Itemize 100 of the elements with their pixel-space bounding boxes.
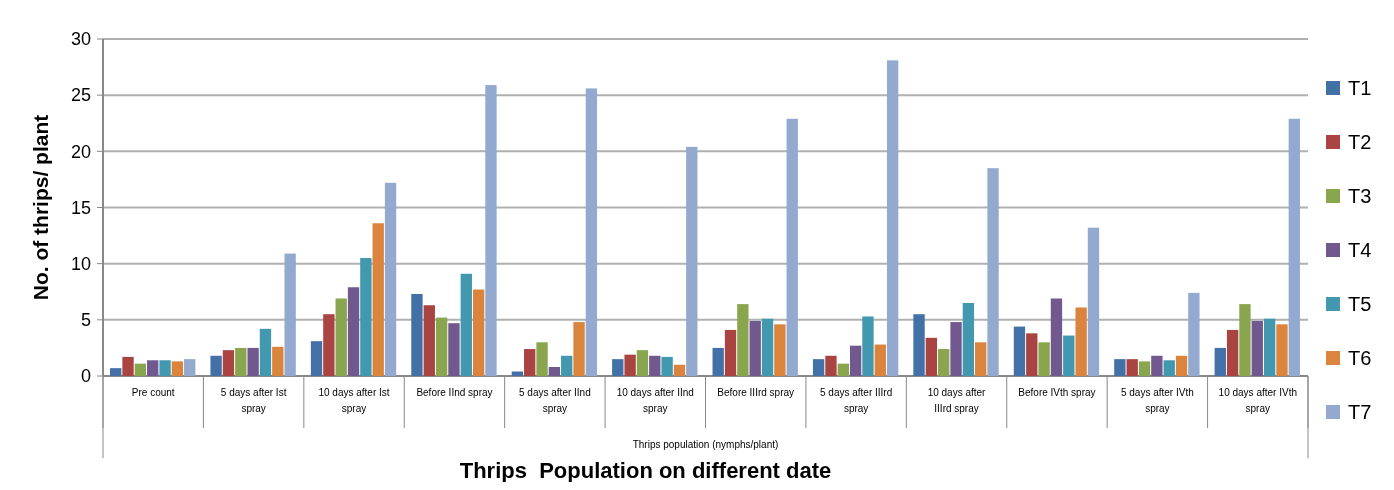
bar: [1138, 361, 1151, 376]
bar: [1239, 304, 1251, 376]
bar: [210, 355, 222, 376]
x-axis-title: Thrips population (nymphs/plant): [632, 439, 779, 450]
bar: [548, 367, 561, 376]
bar: [122, 356, 134, 376]
bar: [786, 118, 798, 376]
bar: [1276, 324, 1288, 376]
x-tick-label: Before IIIrd spray: [717, 387, 795, 398]
bar: [712, 347, 724, 376]
y-tick-label: 15: [70, 197, 91, 218]
bar: [761, 318, 774, 376]
bar: [624, 354, 636, 376]
bar: [1075, 307, 1087, 376]
bar: [360, 258, 372, 376]
bar: [272, 346, 284, 376]
bar: [1214, 347, 1226, 376]
bar: [950, 322, 962, 376]
bar: [1226, 329, 1239, 376]
bar: [1063, 335, 1075, 376]
x-tick-label: 10 days after IInd spray: [616, 387, 694, 414]
bar: [962, 302, 975, 376]
bar: [310, 341, 323, 376]
bar: [1188, 292, 1200, 376]
bar: [975, 342, 987, 376]
x-tick-label: 10 days after Ist spray: [318, 387, 390, 414]
bar: [159, 360, 171, 376]
bar: [774, 324, 786, 376]
bar: [987, 168, 999, 376]
bar: [673, 364, 686, 376]
bar: [1126, 359, 1138, 376]
x-tick-label: Before IVth spray: [1018, 387, 1096, 398]
bar: [1026, 333, 1038, 376]
y-tick-label: 5: [80, 310, 91, 331]
bar: [938, 349, 950, 376]
bar: [561, 355, 573, 376]
bar: [1151, 355, 1163, 376]
bar: [862, 316, 874, 376]
bar: [110, 368, 122, 376]
bar: [661, 356, 673, 376]
x-tick-label: 5 days after IIIrd spray: [819, 387, 893, 414]
y-tick-label: 10: [70, 253, 91, 274]
bar: [472, 289, 485, 376]
bar: [585, 88, 598, 376]
bar: [913, 314, 925, 376]
bar: [423, 305, 435, 376]
bar: [886, 60, 899, 376]
bar: [874, 344, 886, 376]
text: Thrips Population on different date: [459, 458, 832, 483]
bar: [384, 182, 397, 376]
bar: [1263, 318, 1276, 376]
legend-label: T3: [1348, 185, 1372, 207]
bar: [485, 85, 497, 376]
bar: [247, 347, 259, 376]
bar: [1114, 359, 1126, 376]
bar: [323, 314, 335, 376]
bar: [134, 363, 147, 376]
bar: [1087, 227, 1100, 376]
bar: [284, 253, 296, 376]
bar: [171, 361, 184, 376]
y-axis-title: No. of thrips/ plant: [29, 114, 52, 301]
x-tick-label: 5 days after IVth spray: [1120, 387, 1194, 414]
bar: [724, 329, 737, 376]
bar: [335, 298, 347, 376]
bar: [649, 355, 661, 376]
legend-label: T1: [1348, 77, 1372, 99]
bar: [411, 294, 423, 376]
legend-label: T6: [1348, 347, 1372, 369]
bar: [259, 328, 272, 376]
bar: [1288, 118, 1300, 376]
x-tick-label: 10 days after IIIrd spray: [927, 387, 987, 414]
bar: [1251, 320, 1263, 376]
bar: [749, 320, 761, 376]
bar: [435, 317, 448, 376]
y-tick-label: 25: [70, 85, 91, 106]
bar: [222, 350, 235, 376]
bar: [184, 359, 196, 376]
x-tick-label: 5 days after Ist spray: [220, 387, 287, 414]
bar: [536, 342, 548, 376]
x-tick-label: Pre count: [131, 387, 175, 398]
bar: [524, 349, 536, 376]
y-tick-label: 30: [70, 29, 91, 50]
bar: [460, 273, 472, 376]
bar: [1050, 298, 1063, 376]
bar: [737, 304, 749, 376]
x-tick-label: 10 days after IVth spray: [1218, 387, 1297, 414]
bar: [1163, 360, 1175, 376]
bar: [849, 345, 862, 376]
bar: [925, 337, 938, 376]
bar: [573, 322, 585, 376]
bar: [837, 363, 849, 376]
x-tick-label: 5 days after IInd spray: [519, 387, 591, 414]
bar: [1013, 326, 1026, 376]
bar: [1038, 342, 1050, 376]
bar: [612, 359, 624, 376]
legend-label: T2: [1348, 131, 1372, 153]
bar: [686, 146, 698, 376]
legend-label: T7: [1348, 401, 1372, 423]
legend-label: T4: [1348, 239, 1372, 261]
legend-label: T5: [1348, 293, 1372, 315]
